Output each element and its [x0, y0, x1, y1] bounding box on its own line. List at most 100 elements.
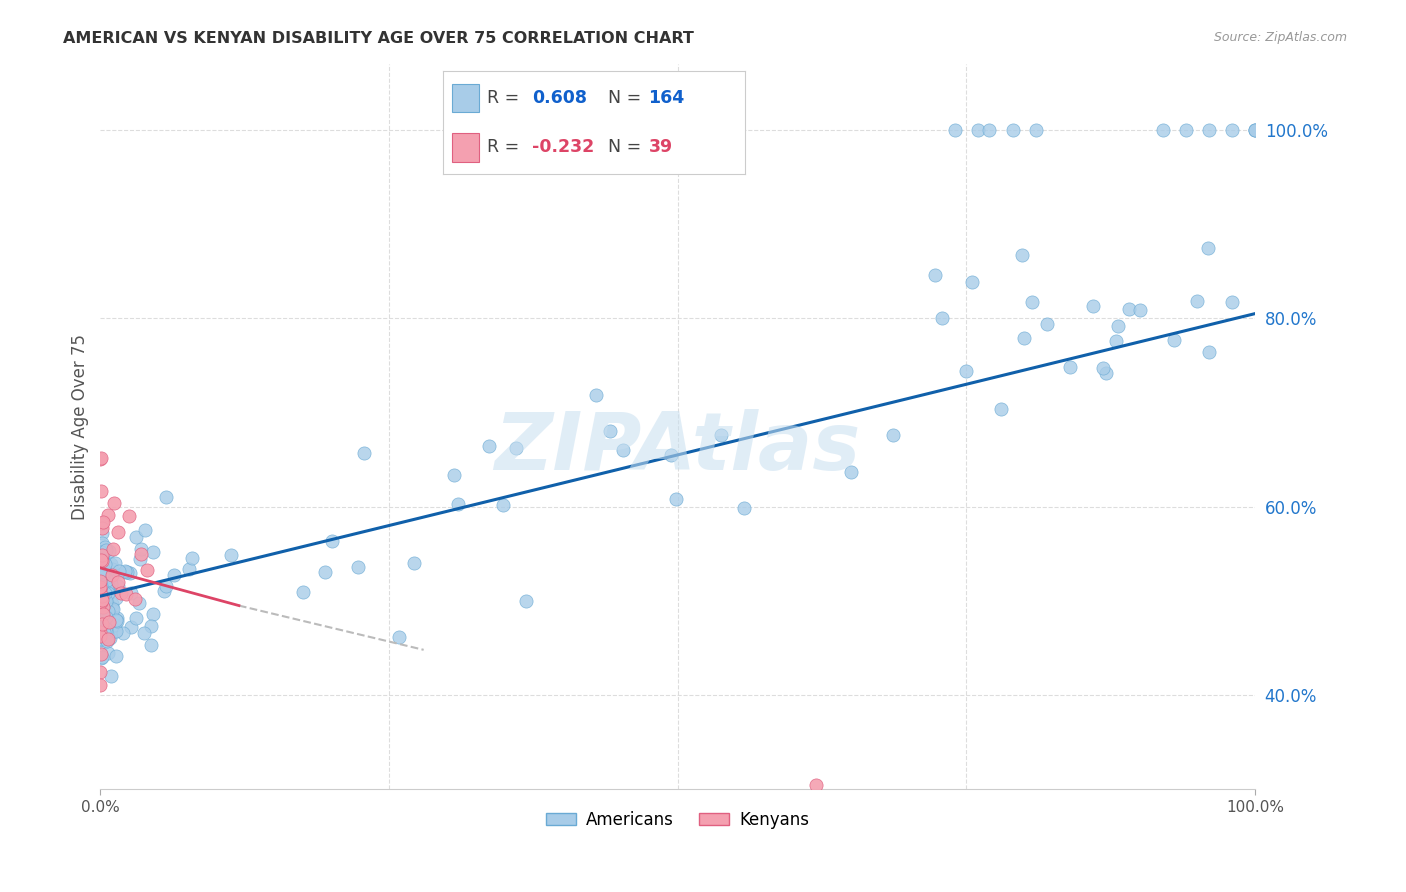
Point — [89, 565, 111, 579]
Point — [96, 595, 118, 609]
Point — [733, 501, 755, 516]
Point — [100, 568, 122, 582]
Point — [94, 540, 117, 554]
Point — [90, 450, 112, 465]
FancyBboxPatch shape — [451, 84, 479, 112]
Point — [89, 574, 111, 589]
Point — [93, 555, 115, 569]
Point — [93, 615, 115, 630]
Point — [90, 566, 112, 581]
Point — [93, 592, 115, 607]
Point — [443, 468, 465, 483]
Point — [90, 593, 112, 607]
Point — [94, 582, 117, 597]
Point — [291, 584, 314, 599]
Point — [585, 388, 607, 402]
Point — [612, 442, 634, 457]
Point — [97, 586, 120, 600]
Point — [89, 584, 111, 599]
Point — [90, 599, 112, 614]
Point — [90, 516, 112, 531]
Point — [89, 625, 111, 640]
Point — [91, 635, 114, 649]
Point — [90, 592, 112, 607]
Point — [955, 364, 977, 378]
Point — [404, 556, 426, 570]
Point — [163, 568, 186, 582]
Point — [155, 579, 177, 593]
Point — [1244, 123, 1267, 137]
Point — [104, 556, 127, 570]
Point — [967, 123, 990, 137]
Point — [94, 594, 117, 608]
Point — [960, 275, 983, 289]
Point — [1163, 333, 1185, 347]
Point — [839, 465, 862, 479]
Point — [1244, 123, 1267, 137]
Point — [1220, 294, 1243, 309]
Text: ZIPAtlas: ZIPAtlas — [495, 409, 860, 487]
Point — [90, 632, 112, 646]
Point — [139, 638, 162, 652]
Point — [125, 530, 148, 544]
Point — [108, 565, 131, 579]
Point — [104, 618, 127, 632]
Point — [346, 560, 368, 574]
Point — [710, 428, 733, 442]
Point — [100, 557, 122, 571]
Point — [924, 268, 946, 283]
Point — [124, 591, 146, 606]
Point — [153, 584, 176, 599]
Point — [107, 575, 129, 590]
Text: R =: R = — [486, 137, 524, 156]
Text: 39: 39 — [648, 137, 672, 156]
Point — [90, 650, 112, 665]
Point — [129, 548, 152, 562]
Point — [94, 631, 117, 645]
Point — [129, 541, 152, 556]
Point — [90, 578, 112, 592]
Point — [89, 545, 111, 559]
Point — [89, 575, 111, 590]
Point — [89, 607, 111, 622]
Point — [91, 599, 114, 614]
Point — [96, 609, 118, 624]
Point — [505, 441, 527, 455]
Point — [112, 626, 135, 640]
Point — [93, 586, 115, 600]
Point — [931, 311, 953, 326]
Point — [447, 497, 470, 511]
Point — [90, 650, 112, 665]
Point — [1197, 241, 1219, 255]
Point — [492, 498, 515, 512]
Point — [97, 632, 120, 646]
Point — [90, 632, 112, 646]
Point — [91, 613, 114, 627]
Text: Source: ZipAtlas.com: Source: ZipAtlas.com — [1213, 31, 1347, 45]
Point — [96, 634, 118, 648]
Point — [101, 597, 124, 611]
Point — [97, 579, 120, 593]
Point — [94, 558, 117, 572]
Point — [96, 573, 118, 587]
Point — [91, 624, 114, 638]
Point — [89, 595, 111, 609]
Point — [979, 123, 1001, 137]
Point — [659, 448, 682, 462]
Point — [90, 536, 112, 550]
Point — [100, 576, 122, 591]
Point — [91, 515, 114, 529]
Point — [98, 583, 121, 598]
Point — [128, 596, 150, 610]
Point — [91, 599, 114, 614]
Point — [94, 542, 117, 557]
Point — [181, 551, 204, 566]
Point — [89, 452, 111, 467]
Point — [125, 611, 148, 625]
Point — [91, 554, 114, 568]
Point — [1198, 344, 1220, 359]
Point — [94, 583, 117, 598]
Point — [90, 553, 112, 567]
Point — [1198, 123, 1220, 137]
Point — [103, 496, 125, 510]
